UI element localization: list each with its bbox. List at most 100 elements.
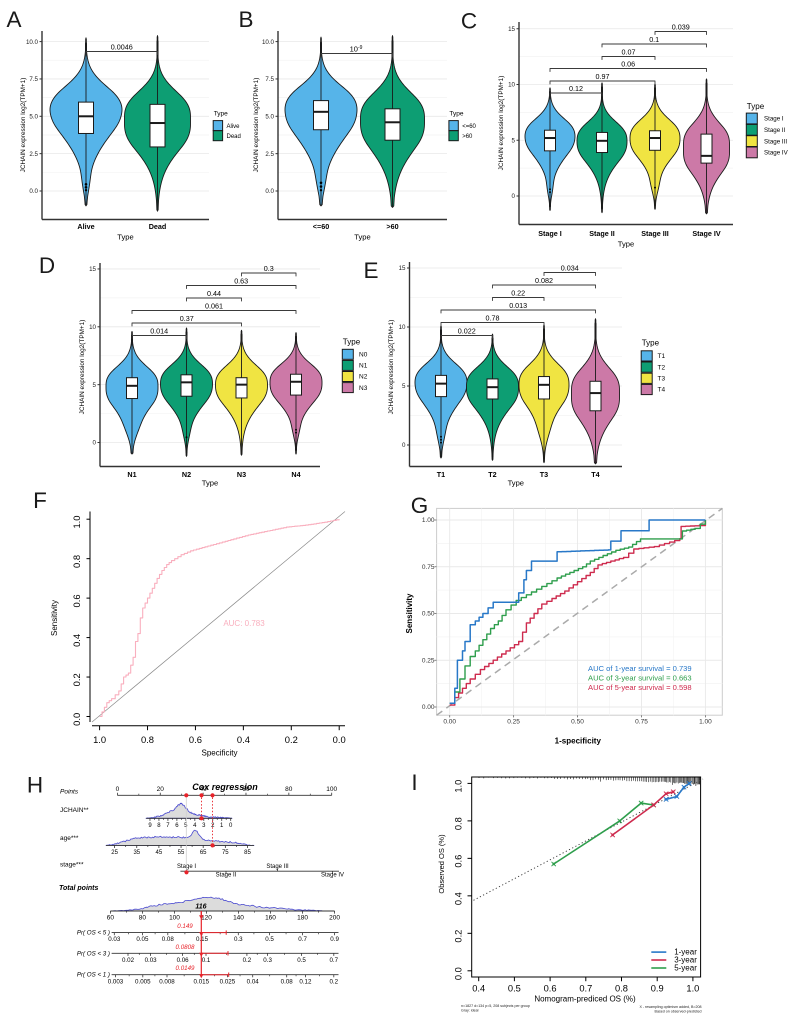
svg-text:0.8: 0.8 bbox=[453, 817, 463, 830]
svg-text:I: I bbox=[411, 770, 417, 795]
svg-text:0.0: 0.0 bbox=[265, 188, 274, 195]
svg-text:Type: Type bbox=[618, 240, 634, 249]
svg-text:T3: T3 bbox=[540, 470, 548, 479]
svg-text:0.025: 0.025 bbox=[220, 978, 236, 985]
svg-text:0.6: 0.6 bbox=[189, 734, 202, 745]
svg-text:0.97: 0.97 bbox=[596, 72, 610, 81]
svg-text:0.37: 0.37 bbox=[180, 314, 194, 323]
svg-text:0.2: 0.2 bbox=[285, 734, 298, 745]
svg-text:0.9: 0.9 bbox=[651, 983, 664, 993]
svg-text:0.3: 0.3 bbox=[264, 264, 274, 273]
svg-text:0.2: 0.2 bbox=[243, 957, 252, 964]
svg-text:0.039: 0.039 bbox=[672, 23, 690, 32]
svg-text:Points: Points bbox=[60, 789, 79, 796]
svg-text:Stage IV: Stage IV bbox=[764, 150, 789, 157]
svg-text:4: 4 bbox=[193, 823, 197, 829]
svg-text:1-specificity: 1-specificity bbox=[555, 737, 602, 746]
svg-text:Type: Type bbox=[343, 338, 361, 347]
svg-text:5-year: 5-year bbox=[674, 964, 697, 973]
svg-text:>60: >60 bbox=[386, 222, 398, 231]
svg-text:55: 55 bbox=[178, 850, 185, 856]
svg-text:80: 80 bbox=[139, 915, 147, 922]
svg-text:0.00: 0.00 bbox=[422, 704, 435, 711]
svg-text:60: 60 bbox=[107, 915, 115, 922]
svg-text:0.034: 0.034 bbox=[561, 264, 579, 273]
svg-text:AUC of 1-year survival = 0.739: AUC of 1-year survival = 0.739 bbox=[588, 664, 692, 673]
svg-text:Stage II: Stage II bbox=[589, 229, 615, 238]
svg-text:n=1827 d=134 p=5, 208 subjects: n=1827 d=134 p=5, 208 subjects per group bbox=[461, 1004, 530, 1008]
svg-text:0.0149: 0.0149 bbox=[176, 965, 195, 972]
svg-text:Stage III: Stage III bbox=[266, 864, 289, 870]
svg-text:Stage IV: Stage IV bbox=[321, 872, 344, 878]
svg-text:0.02: 0.02 bbox=[122, 957, 135, 964]
svg-text:Stage II: Stage II bbox=[764, 127, 786, 134]
svg-text:0.15: 0.15 bbox=[196, 936, 209, 943]
svg-text:15: 15 bbox=[399, 265, 406, 272]
svg-text:0.2: 0.2 bbox=[329, 978, 338, 985]
svg-text:F: F bbox=[33, 488, 47, 513]
svg-text:5: 5 bbox=[93, 382, 97, 389]
svg-text:0.149: 0.149 bbox=[177, 923, 193, 930]
svg-text:Based on observed-predicted: Based on observed-predicted bbox=[655, 1009, 702, 1013]
svg-text:E: E bbox=[363, 258, 378, 283]
svg-text:Pr( OS < 3 ): Pr( OS < 3 ) bbox=[77, 950, 110, 957]
svg-text:Type: Type bbox=[508, 479, 524, 488]
svg-text:N3: N3 bbox=[237, 470, 246, 479]
svg-text:0.0046: 0.0046 bbox=[111, 43, 133, 52]
svg-text:<=60: <=60 bbox=[313, 222, 329, 231]
svg-text:2.5: 2.5 bbox=[29, 151, 38, 158]
svg-text:AUC: 0.783: AUC: 0.783 bbox=[223, 619, 265, 628]
svg-text:N3: N3 bbox=[359, 385, 368, 392]
svg-text:180: 180 bbox=[297, 915, 308, 922]
svg-text:60: 60 bbox=[242, 786, 250, 793]
svg-text:0.03: 0.03 bbox=[145, 957, 158, 964]
svg-text:Pr( OS < 5 ): Pr( OS < 5 ) bbox=[77, 930, 110, 937]
svg-text:10: 10 bbox=[508, 82, 515, 89]
svg-text:3-year: 3-year bbox=[674, 956, 697, 965]
svg-text:0.78: 0.78 bbox=[486, 314, 500, 323]
svg-text:JCHAIN expression log2(TPM+1): JCHAIN expression log2(TPM+1) bbox=[79, 320, 86, 415]
svg-text:Stage II: Stage II bbox=[216, 872, 237, 878]
svg-text:0.5: 0.5 bbox=[508, 983, 521, 993]
svg-text:0.6: 0.6 bbox=[71, 594, 82, 607]
svg-text:Gray: ideal: Gray: ideal bbox=[461, 1008, 479, 1012]
svg-text:Cox regression: Cox regression bbox=[192, 782, 258, 792]
svg-text:140: 140 bbox=[233, 915, 244, 922]
svg-text:20: 20 bbox=[157, 786, 165, 793]
svg-text:65: 65 bbox=[200, 850, 207, 856]
svg-text:0.44: 0.44 bbox=[207, 289, 221, 298]
svg-text:0.8: 0.8 bbox=[141, 734, 154, 745]
svg-text:7.5: 7.5 bbox=[29, 76, 38, 83]
svg-text:0.0808: 0.0808 bbox=[176, 944, 195, 951]
svg-text:0.7: 0.7 bbox=[329, 957, 338, 964]
svg-text:Alive: Alive bbox=[77, 222, 94, 231]
svg-text:>60: >60 bbox=[462, 134, 473, 140]
svg-text:0.8: 0.8 bbox=[615, 983, 628, 993]
svg-text:8: 8 bbox=[157, 823, 161, 829]
svg-text:Type: Type bbox=[642, 339, 660, 348]
svg-text:0.75: 0.75 bbox=[422, 564, 435, 571]
svg-text:B: B bbox=[238, 7, 253, 32]
svg-text:0.4: 0.4 bbox=[453, 892, 463, 905]
svg-text:Stage IV: Stage IV bbox=[692, 229, 721, 238]
svg-text:1.0: 1.0 bbox=[93, 734, 106, 745]
svg-text:10.0: 10.0 bbox=[26, 39, 39, 46]
svg-text:0.061: 0.061 bbox=[205, 302, 223, 311]
svg-text:0.5: 0.5 bbox=[265, 936, 274, 943]
svg-text:75: 75 bbox=[222, 850, 229, 856]
svg-text:Stage III: Stage III bbox=[764, 138, 787, 145]
svg-text:T1: T1 bbox=[658, 353, 666, 360]
svg-text:Type: Type bbox=[202, 479, 218, 488]
svg-text:stage***: stage*** bbox=[60, 862, 84, 869]
svg-text:5: 5 bbox=[402, 383, 406, 390]
svg-text:0.5: 0.5 bbox=[297, 957, 306, 964]
svg-text:A: A bbox=[6, 7, 21, 32]
svg-text:0.0: 0.0 bbox=[71, 713, 82, 726]
svg-text:0: 0 bbox=[402, 442, 406, 449]
svg-text:10-9: 10-9 bbox=[350, 45, 363, 54]
svg-text:0: 0 bbox=[512, 193, 516, 200]
svg-text:Dead: Dead bbox=[149, 222, 167, 231]
svg-text:0.06: 0.06 bbox=[621, 60, 635, 69]
svg-text:10: 10 bbox=[399, 324, 406, 331]
svg-text:0.0: 0.0 bbox=[453, 967, 463, 980]
